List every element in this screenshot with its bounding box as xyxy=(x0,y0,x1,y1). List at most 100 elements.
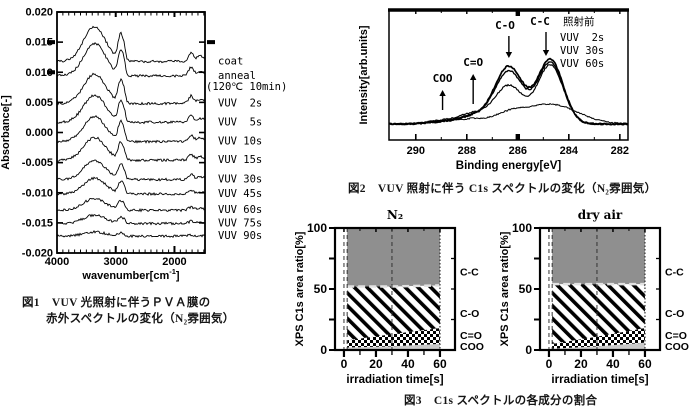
fig3a-band-COO xyxy=(347,343,440,350)
fig3b-right-label-COO: COO xyxy=(665,341,689,353)
fig3a-cc-boundary-dashes xyxy=(347,284,440,288)
fig2-caption: 図2 VUV 照射に伴う C1s スペクトルの変化（N₂雰囲気） xyxy=(348,180,656,196)
fig3a-x-tick-label: 40 xyxy=(401,357,415,371)
fig3b-x-tick-label: 20 xyxy=(574,357,588,371)
fig3a-right-label-COO: COO xyxy=(460,341,484,353)
fig1-y-tick-label: -0.015 xyxy=(22,217,53,229)
fig3b-band-C-O xyxy=(552,284,645,344)
fig3a-x-tick-label: 0 xyxy=(341,357,348,371)
fig3b-x-tick-label: 0 xyxy=(546,357,553,371)
fig3a-title: N₂ xyxy=(387,208,403,222)
fig1-spectrum-VUV 60s xyxy=(56,197,206,213)
fig2-bold-tick xyxy=(515,10,521,16)
fig2-curve-4 xyxy=(389,102,629,126)
fig3a-x-axis-label: irradiation time[s] xyxy=(346,374,443,386)
fig1-y-axis-label: Absorbance[-] xyxy=(0,95,12,170)
fig1-series-label: coat xyxy=(218,55,243,67)
fig2-x-tick-label: 282 xyxy=(611,145,629,157)
fig2-x-tick-label: 284 xyxy=(560,145,579,157)
fig1-series-label: VUV 75s xyxy=(218,217,262,229)
fig2-curve-3 xyxy=(389,64,629,126)
fig3a-y-tick-label: 0 xyxy=(320,343,327,357)
fig1-caption: 図1 VUV 光照射に伴うＰＶＡ膜の 赤外スペクトルの変化（N₂雰囲気） xyxy=(22,294,235,326)
fig2-curve-2 xyxy=(388,61,629,126)
fig1-spectrum-VUV 30s xyxy=(56,159,206,182)
fig1-caption-line1: VUV 光照射に伴うＰＶＡ膜の xyxy=(51,297,211,309)
fig2-x-tick-label: 286 xyxy=(509,145,527,157)
fig1-x-tick-label: 2000 xyxy=(162,256,186,268)
fig1-spectrum-VUV 10s xyxy=(56,115,206,144)
fig2-up-arrowhead xyxy=(439,90,446,96)
fig2-caption-label: 図2 xyxy=(348,183,366,195)
fig1-series-label: VUV 45s xyxy=(218,188,262,200)
fig3a-y-axis-label: XPS C1s area ratio[%] xyxy=(294,231,306,346)
fig2-y-axis-label: Intensity[arb.units] xyxy=(358,25,370,124)
fig3-area-chart-dry-air: 0 20 40 60 0 50 100 dry air irradiation time[s] X… xyxy=(499,208,689,386)
fig1-x-tick-label: 3000 xyxy=(103,256,127,268)
fig1-series-label: VUV 2s xyxy=(218,98,262,110)
fig3a-right-label-C-C: C-C xyxy=(460,266,479,278)
fig1-y-tick-label: 0.000 xyxy=(25,127,53,139)
fig1-series-label: VUV 90s xyxy=(218,230,262,242)
fig1-ir-spectra-chart: 0.020 0.015 0.010 0.005 0.000 -0.005 -0.010 -0.… xyxy=(0,7,287,283)
fig1-spectrum-VUV 5s xyxy=(56,94,206,125)
fig1-caption-line2: 赤外スペクトルの変化（N₂雰囲気） xyxy=(46,313,235,325)
fig3b-x-tick-label: 40 xyxy=(606,357,620,371)
fig1-y-tick-label: 0.020 xyxy=(25,7,53,19)
fig1-y-tick-label: 0.015 xyxy=(25,37,53,49)
fig1-spectrum-VUV 75s xyxy=(56,213,206,226)
fig2-annotation-C=O: C=O xyxy=(463,56,483,69)
fig2-xps-c1s-spectra-chart: 290 288 286 284 282 Binding energy[eV] Intensi… xyxy=(358,8,629,172)
fig1-spectrum-VUV 90s xyxy=(56,230,206,239)
fig2-down-arrowhead xyxy=(505,52,513,58)
fig2-legend-item: 照射前 xyxy=(563,15,595,28)
fig2-annotation-C-C: C-C xyxy=(530,15,550,28)
fig3-caption: 図3 C1s スペクトルの各成分の割合 xyxy=(404,392,597,408)
fig3b-y-tick-label: 100 xyxy=(512,221,532,235)
fig3-caption-label: 図3 xyxy=(404,395,422,407)
fig1-series-label: VUV 30s xyxy=(218,173,262,185)
fig1-series-label: VUV 5s xyxy=(218,116,262,128)
fig3b-y-tick-label: 0 xyxy=(525,343,532,357)
fig3b-title: dry air xyxy=(578,208,623,222)
fig1-spectrum-anneal xyxy=(56,42,206,78)
fig1-x-axis-label: wavenumber[cm-1] xyxy=(81,267,179,282)
fig3a-band-C-C xyxy=(347,228,440,287)
fig1-spectrum-VUV 2s xyxy=(56,72,206,106)
fig1-y-tick-label: -0.005 xyxy=(22,157,53,169)
fig3b-band-COO xyxy=(552,342,645,350)
fig3b-y-axis-label: XPS C1s area ratio[%] xyxy=(499,231,511,346)
fig1-y-tick-label: 0.005 xyxy=(25,97,53,109)
fig3b-y-tick-label: 50 xyxy=(519,282,533,296)
fig1-spectrum-VUV 15s xyxy=(57,136,206,163)
fig1-series-label: VUV 10s xyxy=(218,136,262,148)
fig3b-band-C-C xyxy=(552,228,645,285)
fig1-series-label: anneal xyxy=(218,70,256,82)
fig3b-x-tick-label: 60 xyxy=(638,357,652,371)
fig3b-x-axis-label: irradiation time[s] xyxy=(551,374,648,386)
fig3a-band-C-O xyxy=(347,285,440,341)
fig2-legend-item: VUV 2s xyxy=(560,32,604,44)
fig1-y-tick-label: -0.010 xyxy=(22,187,53,199)
fig3b-right-label-C=O: C=O xyxy=(665,330,687,342)
fig2-x-tick-label: 288 xyxy=(458,145,476,157)
fig1-spectrum-VUV 45s xyxy=(56,176,206,196)
fig3b-right-label-C-O: C-O xyxy=(665,308,684,320)
fig2-annotation-COO: COO xyxy=(433,72,453,85)
fig3a-x-tick-label: 20 xyxy=(369,357,383,371)
fig3a-x-tick-label: 60 xyxy=(433,357,447,371)
fig3a-y-tick-label: 50 xyxy=(314,282,328,296)
fig1-spectrum-coat xyxy=(56,25,206,64)
fig3-caption-text: C1s スペクトルの各成分の割合 xyxy=(433,395,598,407)
fig1-caption-label: 図1 xyxy=(22,297,40,309)
fig2-x-tick-label: 290 xyxy=(407,145,425,157)
fig3a-y-tick-label: 100 xyxy=(307,221,327,235)
fig2-up-arrowhead xyxy=(469,74,477,80)
fig3a-right-label-C-O: C-O xyxy=(460,308,479,320)
fig2-caption-text: VUV 照射に伴う C1s スペクトルの変化（N₂雰囲気） xyxy=(377,183,657,195)
fig3b-band-C=O xyxy=(552,328,645,349)
fig3a-band-C=O xyxy=(347,328,440,348)
fig2-legend-item: VUV 30s xyxy=(560,45,604,57)
fig1-series-label2: (120℃ 10min) xyxy=(206,81,287,93)
